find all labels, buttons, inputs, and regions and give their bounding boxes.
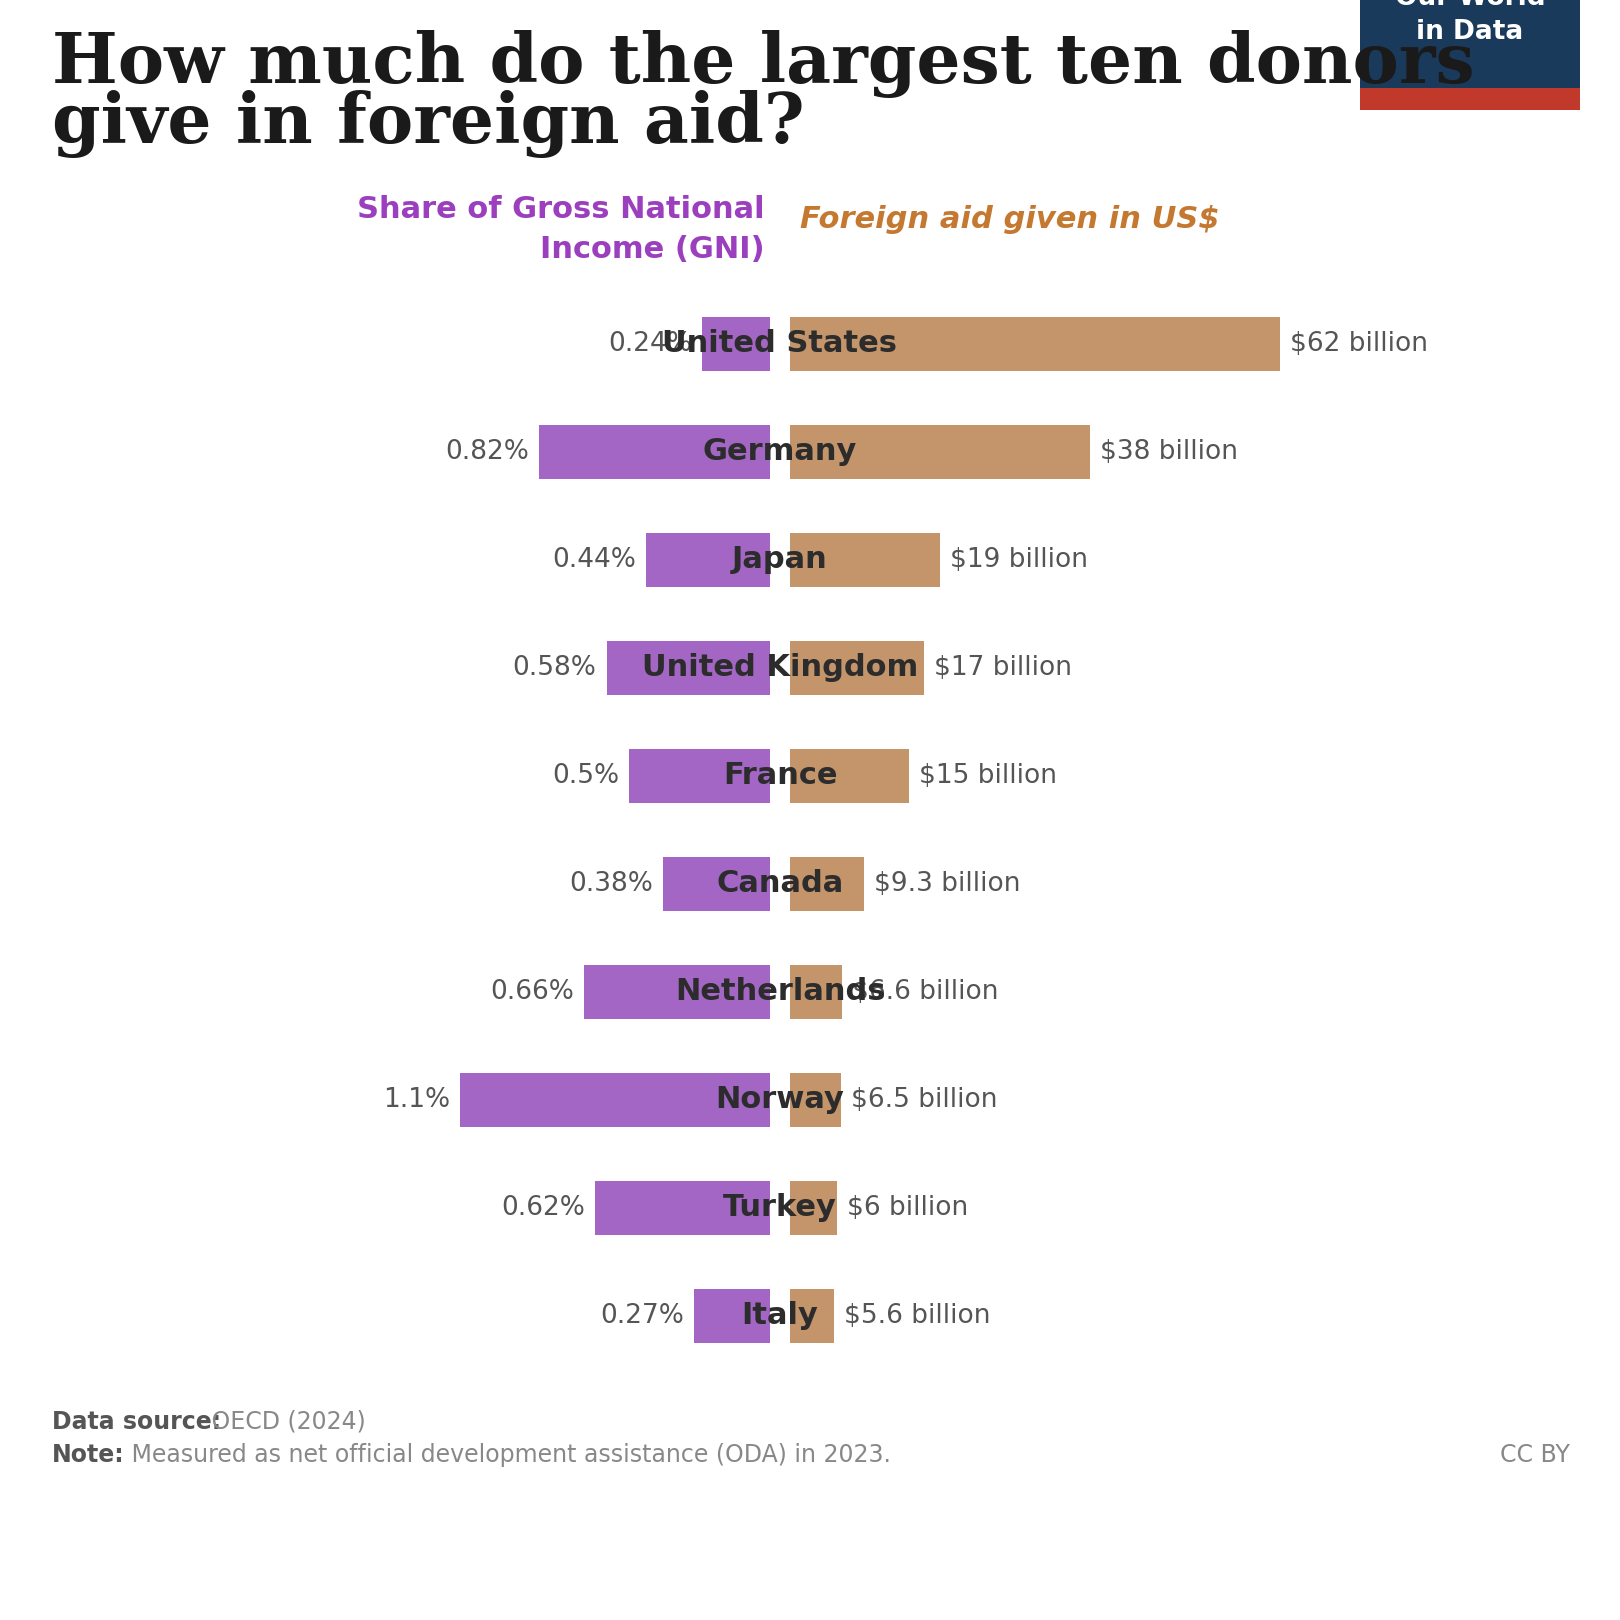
- FancyBboxPatch shape: [791, 966, 842, 1019]
- Text: $6.5 billion: $6.5 billion: [852, 1087, 998, 1113]
- FancyBboxPatch shape: [629, 748, 770, 804]
- Text: United States: United States: [663, 329, 897, 358]
- FancyBboxPatch shape: [791, 1072, 841, 1128]
- Text: Note:: Note:: [52, 1443, 125, 1468]
- FancyBboxPatch shape: [606, 642, 770, 695]
- Text: 0.82%: 0.82%: [446, 439, 528, 465]
- FancyBboxPatch shape: [791, 748, 909, 804]
- Text: Share of Gross National: Share of Gross National: [358, 194, 765, 224]
- Text: $17 billion: $17 billion: [935, 654, 1072, 680]
- Text: $6.6 billion: $6.6 billion: [852, 978, 998, 1004]
- Text: 0.58%: 0.58%: [512, 654, 596, 680]
- Text: Canada: Canada: [716, 870, 844, 899]
- Text: give in foreign aid?: give in foreign aid?: [52, 91, 805, 159]
- FancyBboxPatch shape: [791, 642, 925, 695]
- Text: OECD (2024): OECD (2024): [204, 1409, 366, 1434]
- FancyBboxPatch shape: [460, 1072, 770, 1128]
- Text: $5.6 billion: $5.6 billion: [844, 1302, 991, 1328]
- FancyBboxPatch shape: [703, 318, 770, 371]
- FancyBboxPatch shape: [663, 857, 769, 910]
- FancyBboxPatch shape: [1361, 0, 1580, 87]
- FancyBboxPatch shape: [791, 533, 940, 586]
- Text: 0.38%: 0.38%: [569, 872, 653, 897]
- FancyBboxPatch shape: [791, 424, 1090, 480]
- Text: Turkey: Turkey: [723, 1194, 838, 1223]
- Text: $38 billion: $38 billion: [1100, 439, 1238, 465]
- Text: Foreign aid given in US$: Foreign aid given in US$: [800, 206, 1220, 233]
- Text: $19 billion: $19 billion: [951, 548, 1089, 573]
- Text: 0.27%: 0.27%: [599, 1302, 684, 1328]
- FancyBboxPatch shape: [595, 1181, 770, 1234]
- FancyBboxPatch shape: [791, 857, 863, 910]
- FancyBboxPatch shape: [583, 966, 769, 1019]
- Text: 0.5%: 0.5%: [552, 763, 619, 789]
- Text: $6 billion: $6 billion: [847, 1196, 969, 1221]
- Text: 0.24%: 0.24%: [609, 330, 692, 356]
- Text: Measured as net official development assistance (ODA) in 2023.: Measured as net official development ass…: [125, 1443, 891, 1468]
- Text: $15 billion: $15 billion: [919, 763, 1056, 789]
- Text: Norway: Norway: [716, 1085, 844, 1115]
- FancyBboxPatch shape: [1361, 87, 1580, 110]
- Text: Germany: Germany: [703, 437, 857, 467]
- FancyBboxPatch shape: [791, 1181, 838, 1234]
- FancyBboxPatch shape: [791, 1290, 834, 1343]
- Text: Our World
in Data: Our World in Data: [1395, 0, 1545, 45]
- Text: CC BY: CC BY: [1500, 1443, 1570, 1468]
- Text: How much do the largest ten donors: How much do the largest ten donors: [52, 31, 1474, 97]
- Text: Japan: Japan: [732, 546, 828, 575]
- FancyBboxPatch shape: [693, 1290, 770, 1343]
- Text: 0.66%: 0.66%: [491, 978, 573, 1004]
- Text: Income (GNI): Income (GNI): [541, 235, 765, 264]
- Text: United Kingdom: United Kingdom: [642, 653, 919, 682]
- Text: $62 billion: $62 billion: [1290, 330, 1427, 356]
- Text: Data source:: Data source:: [52, 1409, 220, 1434]
- FancyBboxPatch shape: [791, 318, 1280, 371]
- Text: France: France: [723, 761, 838, 791]
- Text: Netherlands: Netherlands: [676, 977, 885, 1006]
- Text: $9.3 billion: $9.3 billion: [873, 872, 1021, 897]
- FancyBboxPatch shape: [646, 533, 769, 586]
- Text: 1.1%: 1.1%: [382, 1087, 450, 1113]
- Text: 0.62%: 0.62%: [502, 1196, 585, 1221]
- FancyBboxPatch shape: [539, 424, 770, 480]
- Text: Italy: Italy: [742, 1301, 818, 1330]
- Text: 0.44%: 0.44%: [552, 548, 637, 573]
